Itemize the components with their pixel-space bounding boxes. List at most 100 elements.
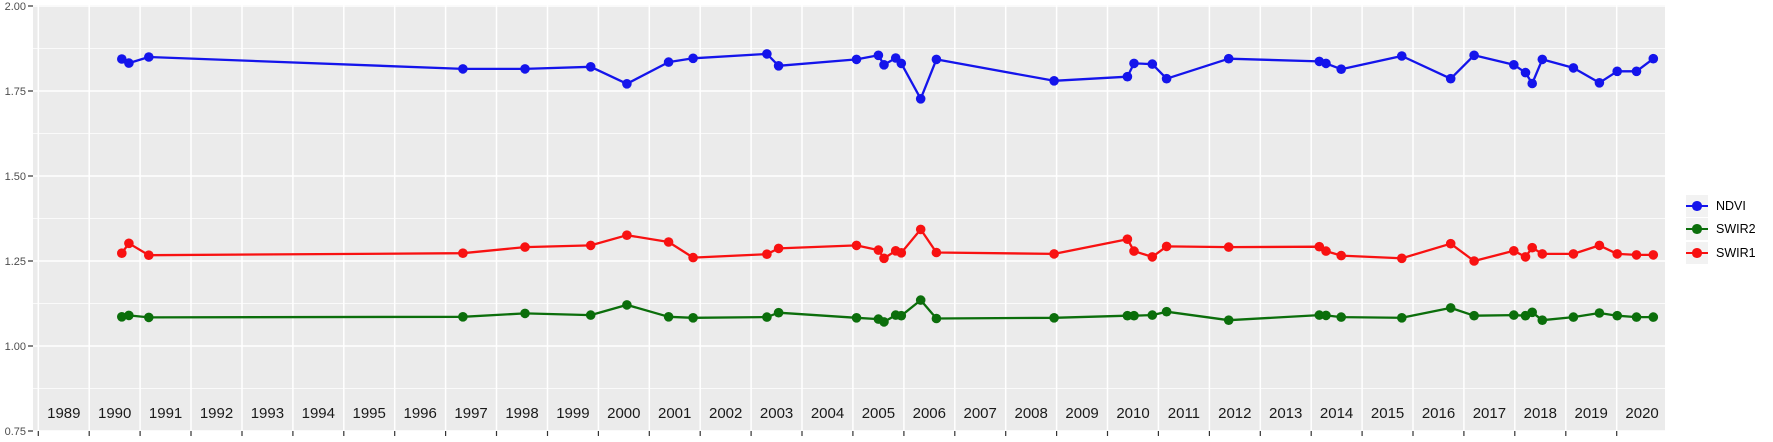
legend-item-swir2: SWIR2 (1686, 218, 1756, 242)
series-swir1-point (1594, 240, 1605, 251)
series-ndvi-point (1147, 59, 1158, 69)
series-swir1-point (915, 224, 926, 235)
y-tick-label: 1.00 (5, 341, 26, 353)
series-ndvi-point (1223, 53, 1234, 64)
series-swir1-point (1509, 246, 1519, 256)
series-ndvi-point (1122, 71, 1133, 82)
series-swir1-point (1445, 238, 1456, 249)
series-swir2-point (1321, 310, 1331, 321)
series-ndvi-point (1631, 66, 1642, 77)
series-ndvi-point (520, 64, 530, 74)
y-tick-label: 0.75 (5, 426, 26, 438)
series-swir1-point (1161, 241, 1172, 252)
series-swir1-point (124, 238, 134, 249)
series-swir1-point (1397, 253, 1407, 264)
y-tick-label: 1.50 (5, 171, 26, 183)
series-swir2-point (1397, 313, 1407, 323)
series-ndvi-point (896, 58, 907, 69)
x-tick-label: 1991 (149, 405, 182, 422)
series-swir1-point (773, 243, 784, 254)
x-tick-label: 1995 (353, 405, 386, 422)
series-swir1-point (1537, 249, 1548, 259)
x-tick-label: 2008 (1015, 405, 1048, 422)
series-swir2-point (117, 312, 127, 322)
series-swir1-point (663, 237, 674, 247)
x-tick-label: 2011 (1168, 405, 1200, 422)
x-tick-label: 1998 (505, 405, 538, 422)
series-swir1-point (1147, 252, 1158, 262)
series-swir1-point (520, 242, 530, 252)
series-swir1-point (1122, 234, 1133, 244)
series-swir2-point (1568, 312, 1579, 322)
x-tick-label: 2010 (1116, 405, 1149, 422)
x-tick-label: 2000 (607, 405, 640, 422)
series-ndvi-point (762, 49, 772, 59)
legend-label-swir1: SWIR1 (1716, 245, 1756, 260)
series-swir1-point (851, 240, 862, 251)
series-swir1-point (1129, 246, 1139, 256)
series-ndvi-point (117, 54, 127, 64)
series-ndvi-point (688, 53, 698, 64)
series-swir1-point (1336, 250, 1346, 261)
series-swir2-point (1445, 303, 1456, 313)
legend-label-ndvi: NDVI (1716, 198, 1746, 213)
x-tick-label: 1993 (251, 405, 284, 422)
series-ndvi-point (1509, 60, 1519, 70)
series-ndvi-point (1321, 58, 1331, 69)
series-ndvi-point (1049, 76, 1059, 86)
series-ndvi-point (1445, 73, 1456, 84)
series-swir1-point (1527, 242, 1537, 253)
series-swir1-point (762, 249, 772, 259)
series-swir2-point (931, 313, 942, 324)
series-swir2-point (520, 308, 530, 319)
series-swir2-point (622, 300, 632, 310)
series-swir1-point (1049, 249, 1059, 259)
series-swir1-point (688, 252, 698, 263)
x-tick-label: 1994 (302, 405, 335, 422)
x-tick-label: 2006 (913, 405, 946, 422)
series-swir1-point (144, 250, 154, 260)
series-swir2-point (1509, 310, 1519, 320)
series-swir1-point (896, 248, 907, 258)
series-ndvi-point (1612, 66, 1622, 77)
x-tick-label: 1999 (556, 405, 589, 422)
series-swir2-point (762, 312, 772, 322)
series-ndvi-point (585, 62, 596, 72)
series-swir2-point (1594, 308, 1605, 318)
x-tick-label: 2017 (1473, 405, 1506, 422)
series-swir2-point (773, 307, 784, 318)
series-swir2-point (915, 295, 926, 305)
x-tick-label: 2020 (1625, 405, 1658, 422)
x-tick-label: 2019 (1575, 405, 1608, 422)
series-ndvi-point (458, 64, 468, 74)
series-ndvi-point (851, 54, 862, 65)
series-ndvi-point (1537, 54, 1548, 65)
series-swir2-point (879, 317, 889, 327)
legend-label-swir2: SWIR2 (1716, 222, 1756, 237)
series-ndvi-point (124, 58, 134, 68)
series-swir1-point (1612, 249, 1622, 259)
series-swir2-point (1223, 315, 1234, 326)
series-swir2-point (896, 310, 907, 321)
series-swir2-point (1631, 312, 1642, 322)
x-tick-label: 2014 (1320, 405, 1353, 422)
series-ndvi-point (1129, 58, 1139, 69)
x-tick-label: 2007 (964, 405, 997, 422)
series-swir1-point (585, 240, 596, 251)
series-swir2-point (1049, 313, 1059, 323)
series-swir2-point (1537, 315, 1548, 326)
x-tick-label: 2012 (1218, 405, 1251, 422)
x-tick-label: 2001 (658, 405, 691, 422)
x-tick-label: 2002 (709, 405, 742, 422)
series-swir2-point (585, 310, 596, 320)
series-ndvi-point (1336, 64, 1346, 74)
series-swir1-point (879, 253, 889, 264)
series-ndvi-point (1520, 67, 1531, 78)
series-ndvi-point (873, 50, 884, 61)
x-tick-label: 2003 (760, 405, 793, 422)
plot-panel (33, 5, 1665, 431)
series-swir2-point (688, 313, 698, 323)
series-swir1-point (622, 230, 632, 240)
y-tick-label: 1.25 (5, 256, 26, 268)
